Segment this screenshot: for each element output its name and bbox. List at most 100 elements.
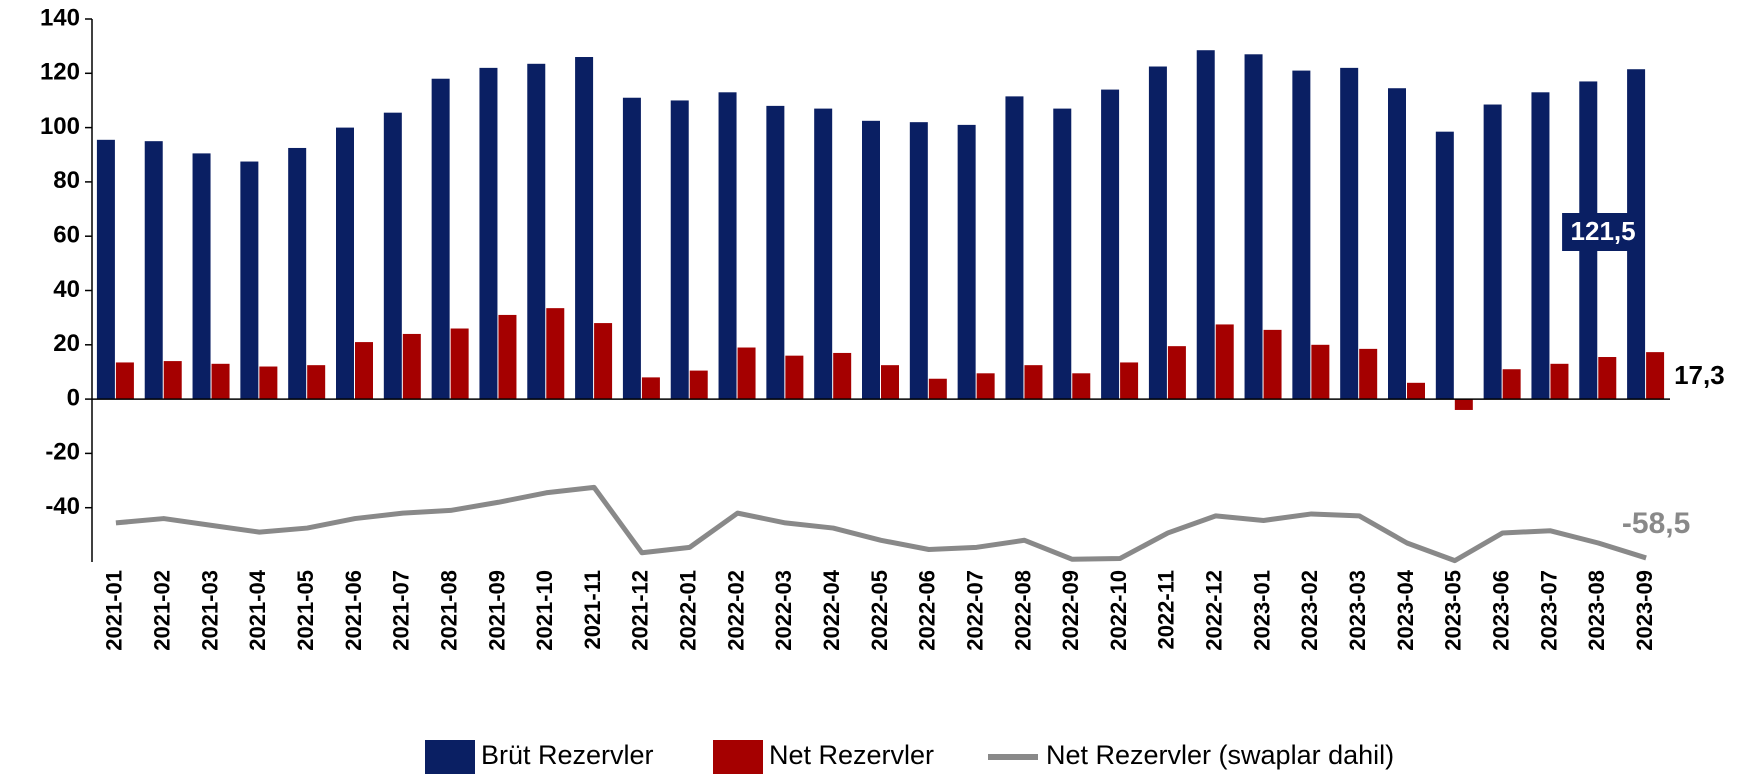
bar bbox=[1120, 362, 1139, 400]
value-label: 121,5 bbox=[1571, 216, 1636, 246]
bar bbox=[527, 63, 546, 400]
x-tick-label: 2023-04 bbox=[1393, 569, 1418, 651]
bar bbox=[1598, 357, 1617, 400]
y-tick-label: 120 bbox=[40, 59, 80, 86]
bar bbox=[1483, 104, 1502, 400]
y-tick-label: 140 bbox=[40, 4, 80, 31]
bar bbox=[431, 78, 450, 400]
x-tick-label: 2022-05 bbox=[867, 570, 892, 651]
bar bbox=[498, 314, 517, 400]
value-label-box bbox=[1562, 213, 1645, 251]
y-tick-label: 40 bbox=[53, 276, 80, 303]
x-tick-label: 2022-07 bbox=[962, 570, 987, 651]
x-tick-label: 2021-01 bbox=[102, 570, 127, 651]
bar bbox=[307, 365, 326, 400]
x-tick-label: 2021-07 bbox=[389, 570, 414, 651]
bar bbox=[546, 308, 565, 400]
x-tick-label: 2021-08 bbox=[436, 570, 461, 651]
bar bbox=[1407, 382, 1425, 400]
bar bbox=[670, 100, 689, 400]
x-tick-label: 2023-09 bbox=[1632, 570, 1657, 651]
bar bbox=[1531, 92, 1550, 400]
x-tick-label: 2023-03 bbox=[1345, 570, 1370, 651]
value-label: -58,5 bbox=[1622, 507, 1690, 540]
x-tick-label: 2022-08 bbox=[1010, 570, 1035, 651]
bar bbox=[1550, 363, 1569, 400]
bar bbox=[575, 57, 594, 400]
bar bbox=[976, 373, 995, 400]
bar bbox=[1311, 344, 1330, 400]
bar bbox=[862, 120, 880, 400]
x-tick-label: 2022-11 bbox=[1154, 570, 1179, 650]
x-tick-label: 2022-06 bbox=[915, 570, 940, 651]
y-tick-label: 20 bbox=[53, 330, 80, 357]
x-tick-label: 2021-05 bbox=[293, 570, 318, 651]
bar bbox=[163, 361, 182, 400]
bar bbox=[785, 355, 804, 400]
y-tick-label: 0 bbox=[67, 384, 80, 411]
bar bbox=[909, 122, 928, 400]
bar bbox=[355, 342, 373, 400]
bar bbox=[957, 124, 976, 400]
x-tick-label: 2023-07 bbox=[1536, 570, 1561, 651]
bar bbox=[115, 362, 134, 400]
bar bbox=[641, 377, 660, 400]
legend-swatch bbox=[713, 740, 763, 774]
bar bbox=[1292, 70, 1311, 400]
bar bbox=[737, 347, 756, 400]
x-tick-label: 2023-02 bbox=[1297, 570, 1322, 651]
bar bbox=[833, 352, 852, 400]
bar bbox=[383, 112, 402, 400]
bar bbox=[766, 105, 785, 400]
bar bbox=[192, 153, 211, 400]
x-tick-label: 2021-12 bbox=[628, 570, 653, 651]
bar bbox=[1005, 96, 1024, 400]
bar bbox=[689, 370, 708, 400]
y-tick-label: -40 bbox=[45, 493, 80, 520]
value-label: 17,3 bbox=[1674, 360, 1725, 390]
bar bbox=[1340, 67, 1359, 400]
x-tick-label: 2022-03 bbox=[771, 570, 796, 651]
x-tick-label: 2022-01 bbox=[676, 570, 701, 651]
bar bbox=[1024, 365, 1043, 400]
bar bbox=[479, 67, 498, 400]
y-tick-label: 60 bbox=[53, 222, 80, 249]
x-tick-label: 2022-02 bbox=[723, 570, 748, 651]
x-tick-label: 2022-04 bbox=[819, 569, 844, 651]
bar bbox=[144, 141, 163, 400]
x-tick-label: 2023-08 bbox=[1584, 570, 1609, 651]
bar bbox=[1435, 131, 1454, 400]
bar bbox=[288, 147, 307, 400]
x-tick-label: 2021-02 bbox=[150, 570, 175, 651]
bar bbox=[622, 97, 641, 400]
bar bbox=[1053, 108, 1072, 400]
x-tick-label: 2022-10 bbox=[1106, 570, 1131, 651]
x-tick-label: 2022-09 bbox=[1058, 570, 1083, 651]
bar bbox=[1263, 329, 1282, 400]
bar bbox=[336, 127, 354, 400]
x-tick-label: 2023-05 bbox=[1441, 570, 1466, 651]
x-tick-label: 2021-09 bbox=[484, 570, 509, 651]
bar bbox=[1388, 88, 1406, 400]
y-tick-label: 80 bbox=[53, 167, 80, 194]
bar bbox=[814, 108, 833, 400]
bar bbox=[259, 366, 278, 400]
x-tick-label: 2021-04 bbox=[245, 569, 270, 651]
y-tick-label: 100 bbox=[40, 113, 80, 140]
legend-swatch bbox=[425, 740, 475, 774]
legend-label: Brüt Rezervler bbox=[481, 740, 654, 770]
bar bbox=[1215, 324, 1234, 400]
x-tick-label: 2023-06 bbox=[1488, 570, 1513, 651]
bar bbox=[1502, 369, 1521, 400]
bar bbox=[928, 378, 947, 400]
bar bbox=[594, 323, 613, 400]
x-tick-label: 2021-03 bbox=[197, 570, 222, 651]
legend-label: Net Rezervler bbox=[769, 740, 934, 770]
y-tick-label: -20 bbox=[45, 439, 80, 466]
line bbox=[115, 484, 1647, 564]
bar bbox=[1196, 50, 1215, 400]
bar bbox=[96, 139, 115, 400]
bar bbox=[1244, 54, 1263, 400]
bar bbox=[1646, 352, 1665, 400]
